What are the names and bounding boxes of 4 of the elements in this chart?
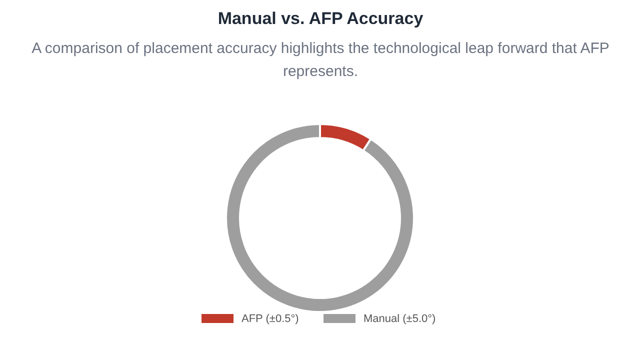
legend-label: Manual (±5.0°) xyxy=(364,313,436,325)
chart-subtitle: A comparison of placement accuracy highlights the technological leap forward that AFP represents. xyxy=(32,40,610,80)
chart-title: Manual vs. AFP Accuracy xyxy=(218,9,424,28)
legend-label: AFP (±0.5°) xyxy=(242,313,299,325)
